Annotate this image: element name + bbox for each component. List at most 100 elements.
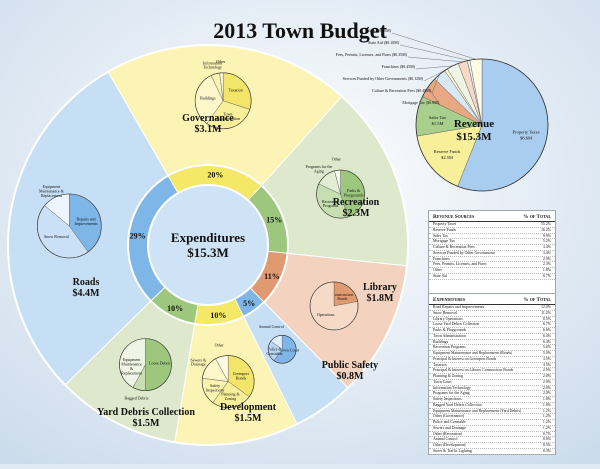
revenue-small-label-6: Franchises ($0.45M) [382, 64, 416, 69]
row-label: Bagged Yard Debris Collection [433, 402, 482, 407]
row-value: 8.5% [542, 316, 551, 321]
row-value: 55.2% [540, 222, 551, 226]
table-row: Information Technology 2.0% [429, 386, 555, 392]
sub-label-recreation-2: Programs for the Aging [305, 164, 332, 173]
table-row: Recreation Programs 5.6% [429, 345, 555, 351]
sub-label-yard_debris-2: Equipment Maintenance & Replacement [121, 357, 143, 375]
table-row: Equipment Maintenance and Replacement (Y… [429, 409, 555, 415]
sub-label-recreation-3: Other [332, 156, 342, 161]
sub-label-governance-0: Taxation [229, 88, 243, 93]
column-header-0: Expenditures [433, 297, 466, 303]
sub-label-roads-2: Equipment Maintenance & Replacement [39, 184, 65, 198]
sub-label-roads-1: Snow Removal [44, 234, 69, 239]
sub-label-library-0: Construction Bonds [332, 292, 353, 301]
sub-label-development-0: Greenport Bonds [233, 371, 250, 380]
table-row: Franchises 2.9% [429, 257, 555, 263]
row-label: Other (Governance) [433, 414, 465, 419]
row-label: Sewers and Drainage [433, 425, 467, 430]
table-row: Other 1.8% [429, 268, 555, 274]
row-value: 1.8% [542, 402, 551, 407]
category-amount-public_safety: $0.8M [337, 371, 365, 382]
table-row: Buildings 6.4% [429, 340, 555, 346]
row-value: 0.6% [542, 437, 551, 442]
sub-label-yard_debris-0: Loose Debris [149, 361, 171, 366]
category-label-roads: Roads [73, 277, 100, 288]
revenue-leader-7 [407, 56, 463, 63]
table-row: Services Funded by Other Governments 3.4% [429, 251, 555, 257]
category-amount-library: $1.8M [367, 293, 395, 304]
column-header-1: % of Total [523, 214, 551, 220]
row-label: Principal & Interest on Library Construc… [433, 368, 514, 373]
revenue-leader-3 [427, 87, 441, 106]
row-value: 0.7% [542, 273, 551, 278]
table-row: Parks & Playgrounds 6.6% [429, 328, 555, 334]
table-row: Other (Recreation) 0.7% [429, 432, 555, 438]
row-label: Franchises [433, 256, 450, 261]
sub-pie-edge-governance [194, 72, 252, 130]
row-label: Police and Constable [433, 420, 466, 424]
column-header-1: % of Total [523, 297, 551, 303]
sub-label-governance-1: Town Administration [216, 111, 240, 120]
row-value: 6.7% [542, 322, 551, 327]
row-value: 0.3% [542, 448, 551, 453]
row-value: 5.0% [542, 351, 551, 355]
revenue-slice-amount-1: $2.5M [441, 155, 453, 160]
table-row: Planning & Zoning 2.0% [429, 374, 555, 380]
row-value: 1.2% [542, 414, 551, 419]
row-label: Safety Inspections [433, 397, 462, 401]
row-value: 6.6% [542, 328, 551, 332]
table-row: Other (Development) 0.5% [429, 443, 555, 449]
row-value: 12.0% [540, 305, 551, 309]
row-label: Fees, Permits, Licenses, and Fines [433, 262, 487, 267]
category-amount-governance: $3.1M [195, 124, 223, 135]
row-label: Information Technology [433, 385, 471, 390]
row-value: 0.7% [542, 431, 551, 436]
sub-label-governance-3: Information Technology [203, 60, 222, 69]
revenue-slice-label-0: Property Taxes [513, 129, 540, 134]
table-row: Town Administration 6.4% [429, 334, 555, 340]
row-value: 5.6% [542, 345, 551, 350]
table-row: Mortgage Tax 5.2% [429, 239, 555, 245]
table-row: Library Operations 8.5% [429, 317, 555, 323]
category-label-governance: Governance [182, 113, 234, 124]
row-label: Reserve Funds [433, 227, 457, 232]
sub-label-yard_debris-1: Bagged Debris [125, 396, 149, 401]
revenue-leader-4 [431, 74, 440, 94]
row-label: Loose Yard Debris Collection [433, 322, 480, 327]
table-row: Bagged Yard Debris Collection 1.8% [429, 403, 555, 409]
revenue-pie-edge [415, 58, 549, 192]
expenditures-title: Expenditures [171, 230, 245, 245]
table-row: State Aid 0.7% [429, 274, 555, 280]
row-label: State Aid [433, 273, 448, 278]
sub-pie-edge-library [309, 281, 359, 331]
sub-pie-edge-yard_debris [119, 338, 172, 391]
table-row: Reserve Funds 16.2% [429, 228, 555, 234]
pct-label-yard_debris: 10% [167, 304, 183, 313]
pct-label-library: 11% [264, 272, 280, 281]
table-row: Sewers and Drainage 1.2% [429, 426, 555, 432]
row-value: 9.9% [542, 233, 551, 238]
category-label-development: Development [220, 402, 277, 413]
row-value: 0.5% [542, 443, 551, 447]
expenditures-total: $15.3M [187, 245, 229, 260]
table-row: Property Taxes 55.2% [429, 222, 555, 228]
category-label-yard_debris: Yard Debris Collection [97, 407, 195, 418]
sub-label-governance-4: Other [216, 59, 226, 64]
sub-label-development-4: Other [215, 343, 225, 348]
row-value: 3.5% [542, 356, 551, 361]
row-label: Equipment Maintenance and Replacement (R… [433, 351, 513, 355]
row-label: Road Repairs and Improvements [433, 305, 485, 309]
table-row: Other (Governance) 1.2% [429, 414, 555, 420]
row-label: Town Court [433, 379, 452, 384]
page-title: 2013 Town Budget [213, 18, 387, 43]
sub-label-development-2: Safety Inspections [206, 383, 225, 392]
pct-label-public_safety: 5% [243, 299, 255, 308]
row-value: 2.0% [542, 379, 551, 384]
table-row: Safety Inspections 1.8% [429, 397, 555, 403]
sub-pie-edge-roads [36, 193, 102, 259]
sub-label-development-3: Sewers & Drainage [191, 357, 208, 366]
sub-pie-edge-development [201, 355, 255, 408]
revenue-small-label-9: Other ($0.45M) [366, 28, 392, 33]
row-label: Street & Traffic Lighting [433, 448, 472, 453]
